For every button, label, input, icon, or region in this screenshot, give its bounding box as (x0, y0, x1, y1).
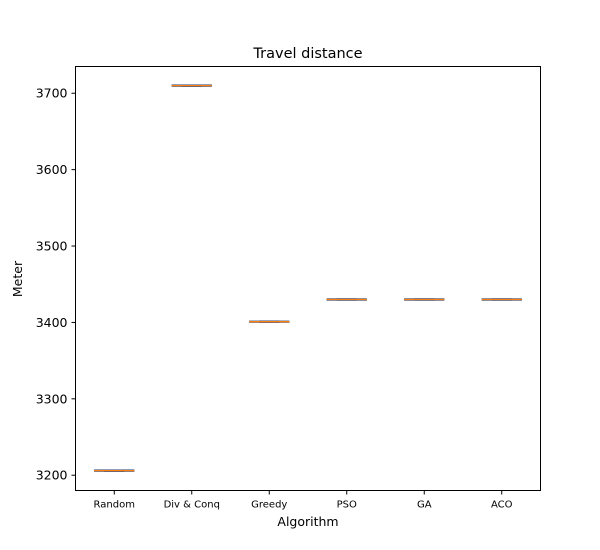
x-axis: Random Div & Conq Greedy PSO GA ACO (94, 490, 513, 511)
x-tick-label: GA (417, 500, 432, 511)
y-tick-label: 3400 (36, 315, 68, 330)
y-tick-label: 3700 (36, 86, 68, 101)
x-tick-label: Div & Conq (164, 500, 220, 511)
plot-area (94, 84, 522, 472)
x-axis-label: Algorithm (277, 514, 338, 529)
x-tick-label: PSO (337, 500, 357, 511)
x-tick-label: ACO (491, 500, 513, 511)
x-tick-label: Random (94, 500, 135, 511)
axes-frame (75, 66, 541, 491)
y-tick-label: 3500 (36, 239, 68, 254)
y-axis: 3200 3300 3400 3500 3600 3700 (36, 86, 76, 483)
chart-title: Travel distance (252, 46, 362, 62)
y-tick-label: 3300 (36, 391, 68, 406)
y-tick-label: 3200 (36, 468, 68, 483)
x-tick-label: Greedy (251, 500, 287, 511)
y-axis-label: Meter (10, 260, 25, 297)
y-tick-label: 3600 (36, 162, 68, 177)
